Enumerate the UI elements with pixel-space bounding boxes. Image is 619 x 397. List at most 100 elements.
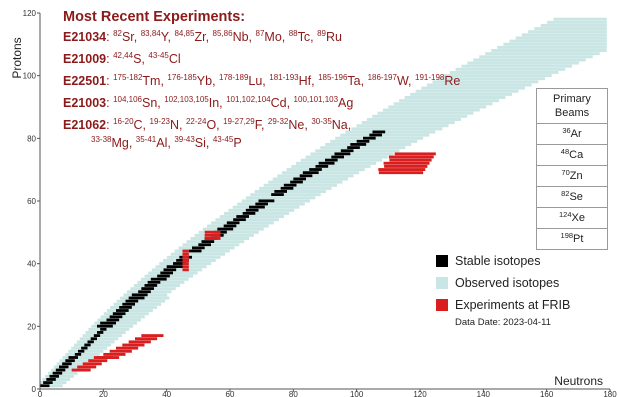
experiment-separator: : [106,118,114,132]
frib-row [122,343,145,347]
y-tick-label: 100 [23,72,37,81]
x-tick-label: 160 [540,390,554,397]
legend-item: Stable isotopes [436,250,570,272]
stable-row [119,305,132,309]
experiment-isotopes: 16-20C, 19-23N, 22-24O, 19-27,29F, 29-32… [113,117,351,133]
y-tick-label: 20 [27,322,36,331]
element-symbol: Ne, [288,118,312,132]
observed-row [202,227,264,231]
beam-row: 70Zn [536,165,608,187]
isotope-mass: 39-43 [174,135,195,144]
isotope-mass: 104,106 [113,95,142,104]
stable-row [97,324,113,328]
observed-row [228,208,295,212]
observed-row [432,80,539,84]
observed-row [74,343,111,347]
observed-row [106,309,153,313]
beam-symbol: Ca [569,149,584,161]
stable-row [141,287,154,290]
element-symbol: Re [444,74,461,88]
y-tick-label: 80 [27,134,36,143]
beam-row: 124Xe [536,207,608,229]
isotope-mass: 29-32 [267,117,289,126]
isotope-mass: 19-23 [149,117,170,126]
frib-row [389,158,432,162]
beam-cell: 82Se [536,186,608,208]
isotope-mass: 43-45 [148,51,169,60]
stable-row [144,284,158,287]
stable-row [372,130,386,134]
observed-row [82,334,122,338]
legend-label: Observed isotopes [455,276,560,290]
observed-row [68,349,104,353]
experiment-entry: E22501: 175-182Tm, 176-185Yb, 178-189Lu,… [63,73,543,89]
observed-row [42,378,71,382]
observed-row [388,105,487,109]
stable-row [74,352,82,356]
isotope-mass: 42,44 [113,51,134,60]
experiment-entry: E21034: 82Sr, 83,84Y, 84,85Zr, 85,86Nb, … [63,29,543,45]
element-symbol: Sn, [141,96,165,110]
observed-row [170,252,226,256]
stable-row [302,171,319,175]
stable-row [340,149,354,153]
experiment-entry-continued: 33-38Mg, 35-41Al, 39-43Si, 43-45P [91,135,543,151]
y-tick-label: 60 [27,197,36,206]
observed-row [40,384,63,388]
frib-row [88,359,108,363]
observed-row [330,139,418,143]
stable-row [242,211,256,215]
stable-row [188,249,202,253]
stable-row [97,331,104,334]
observed-row [254,190,327,194]
stable-row [163,268,177,272]
stable-row [290,180,303,184]
stable-row [236,215,249,218]
stable-row [233,218,246,222]
stable-row [49,374,59,378]
legend-item: Experiments at FRIB [436,294,570,316]
experiment-id: E21034 [63,30,107,44]
stable-row [223,224,237,228]
observed-row [268,180,343,184]
stable-row [68,356,78,359]
isotope-mass: 33-38 [91,135,112,144]
beam-cell: 70Zn [536,165,608,187]
experiment-isotopes: 175-182Tm, 176-185Yb, 178-189Lu, 181-193… [113,73,461,89]
isotope-mass: 43-45 [212,135,234,144]
observed-row [65,352,100,356]
observed-row [211,221,274,225]
stable-row [43,381,53,384]
isotope-mass: 186-197 [367,73,397,82]
stable-row [59,365,69,369]
beam-symbol: Pt [573,233,584,245]
observed-row [166,255,221,259]
beams-header-line1: Primary [553,93,591,105]
observed-row [79,337,119,341]
stable-row [122,302,135,306]
frib-row [77,365,97,369]
stable-row [318,161,335,165]
isotope-mass: 85,86 [212,29,233,38]
observed-row [540,23,607,27]
element-symbol: Tc, [297,30,318,44]
isotope-mass: 185-196 [318,73,348,82]
isotope-mass: 100,101,103 [293,95,339,104]
y-tick-label: 120 [23,9,37,18]
observed-row [110,305,157,309]
observed-row [296,161,377,165]
stable-row [325,158,338,162]
frib-row [384,164,428,168]
observed-row [277,174,354,178]
observed-row [48,371,78,375]
observed-row [340,133,430,137]
frib-row [378,168,426,171]
isotope-mass: 16-20 [113,117,134,126]
observed-row [553,17,607,21]
observed-row [174,249,230,253]
experiment-id: E21062 [63,118,107,132]
observed-row [113,302,162,306]
element-symbol: Al, [156,136,175,150]
stable-row [100,327,107,331]
element-symbol: Lu, [248,74,270,88]
